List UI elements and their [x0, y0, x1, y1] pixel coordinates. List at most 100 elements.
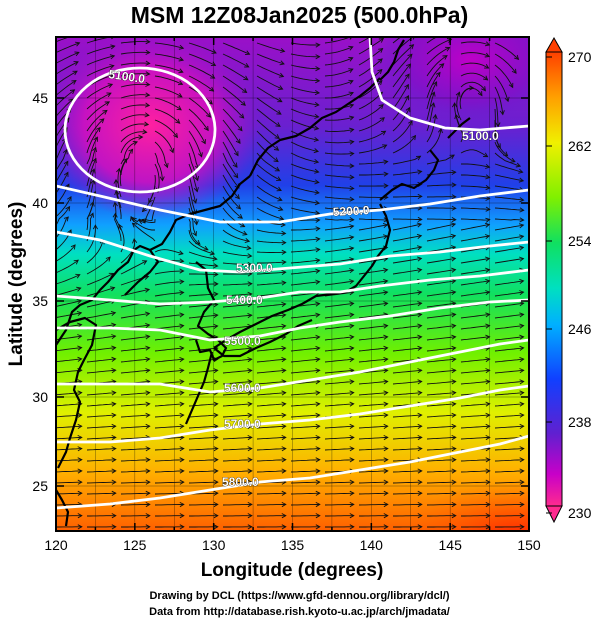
streamline-arrow	[417, 323, 423, 329]
streamline	[222, 108, 243, 131]
streamline	[494, 448, 524, 451]
streamline-arrow	[451, 401, 457, 407]
y-tick-label: 40	[32, 195, 48, 211]
streamline-arrow	[484, 64, 490, 69]
streamline	[56, 347, 82, 352]
streamline-arrow	[281, 390, 287, 396]
streamline	[256, 207, 284, 220]
streamline	[154, 53, 184, 61]
streamline	[154, 314, 184, 319]
streamline	[86, 83, 113, 99]
streamline-arrow	[449, 154, 455, 160]
streamline	[460, 369, 490, 374]
streamline-arrow	[110, 310, 117, 316]
streamline-arrow	[70, 244, 76, 250]
streamline	[188, 108, 209, 131]
streamline	[358, 246, 388, 253]
streamline-arrow	[145, 457, 151, 463]
streamline-arrow	[104, 101, 111, 106]
streamline-arrow	[75, 273, 81, 279]
streamline	[86, 92, 112, 110]
axis-ticks	[55, 37, 530, 531]
streamline-arrow	[203, 125, 209, 132]
streamline	[188, 240, 215, 255]
streamline-arrow	[109, 54, 116, 60]
wind-streamlines	[56, 37, 529, 530]
streamline-arrow	[519, 256, 525, 262]
streamline-arrow	[417, 368, 423, 374]
streamline-arrow	[451, 390, 457, 396]
streamline	[188, 283, 218, 286]
streamline-arrow	[349, 513, 355, 519]
streamline	[86, 273, 114, 286]
streamline-arrow	[519, 513, 525, 519]
streamline-arrow	[383, 513, 389, 519]
streamline-arrow	[417, 256, 423, 262]
streamline	[460, 381, 490, 385]
streamline-arrow	[145, 92, 151, 98]
streamline-arrow	[315, 42, 321, 48]
streamline-arrow	[206, 112, 212, 118]
streamline	[324, 459, 354, 462]
streamline-arrow	[77, 446, 83, 452]
streamline	[460, 41, 490, 46]
streamline-arrow	[383, 457, 389, 463]
streamline	[358, 336, 388, 341]
streamline	[460, 481, 490, 484]
streamline-arrow	[519, 490, 525, 496]
streamline	[56, 51, 80, 64]
streamline-arrow	[247, 390, 253, 396]
streamline	[222, 481, 252, 484]
streamline	[290, 358, 320, 363]
streamline	[290, 314, 320, 319]
streamline-arrow	[451, 490, 457, 496]
streamline-arrow	[417, 524, 423, 530]
streamline	[119, 158, 128, 187]
streamline-arrow	[452, 102, 458, 108]
streamline-arrow	[485, 479, 491, 485]
streamline	[494, 246, 524, 253]
streamline	[494, 163, 523, 173]
streamline	[358, 161, 388, 165]
streamline	[188, 119, 206, 144]
streamline	[392, 95, 409, 121]
streamline	[154, 470, 184, 473]
streamline	[222, 448, 252, 451]
streamline	[56, 436, 82, 440]
streamline-arrow	[145, 401, 151, 407]
streamline-arrow	[519, 345, 525, 351]
streamline-arrow	[213, 423, 219, 429]
streamline-arrow	[383, 524, 389, 530]
streamline-arrow	[519, 401, 525, 407]
streamline	[222, 152, 239, 178]
streamline	[460, 336, 490, 341]
streamline-arrow	[408, 120, 413, 126]
streamline	[426, 63, 445, 88]
streamline-arrow	[144, 102, 151, 108]
streamline	[86, 127, 101, 154]
streamline	[358, 425, 388, 429]
streamline-arrow	[109, 64, 115, 70]
streamline	[222, 303, 252, 308]
streamline	[290, 492, 320, 495]
streamline-arrow	[178, 56, 184, 62]
streamline	[358, 117, 385, 132]
streamline-arrow	[110, 44, 116, 50]
streamline-arrow	[179, 423, 185, 429]
streamline	[324, 141, 354, 144]
streamline	[86, 202, 94, 231]
streamline-arrow	[416, 222, 423, 228]
streamline-arrow	[247, 401, 253, 407]
streamline	[461, 163, 490, 168]
streamline-arrow	[138, 134, 144, 140]
streamline-arrow	[349, 457, 355, 463]
streamline	[460, 436, 490, 440]
streamline	[154, 392, 184, 396]
streamline	[257, 261, 286, 264]
streamline	[86, 239, 104, 264]
streamline-arrow	[90, 168, 96, 174]
streamline	[86, 392, 116, 396]
streamline-arrow	[179, 412, 185, 418]
streamline	[222, 358, 252, 363]
streamline-arrow	[417, 169, 423, 175]
